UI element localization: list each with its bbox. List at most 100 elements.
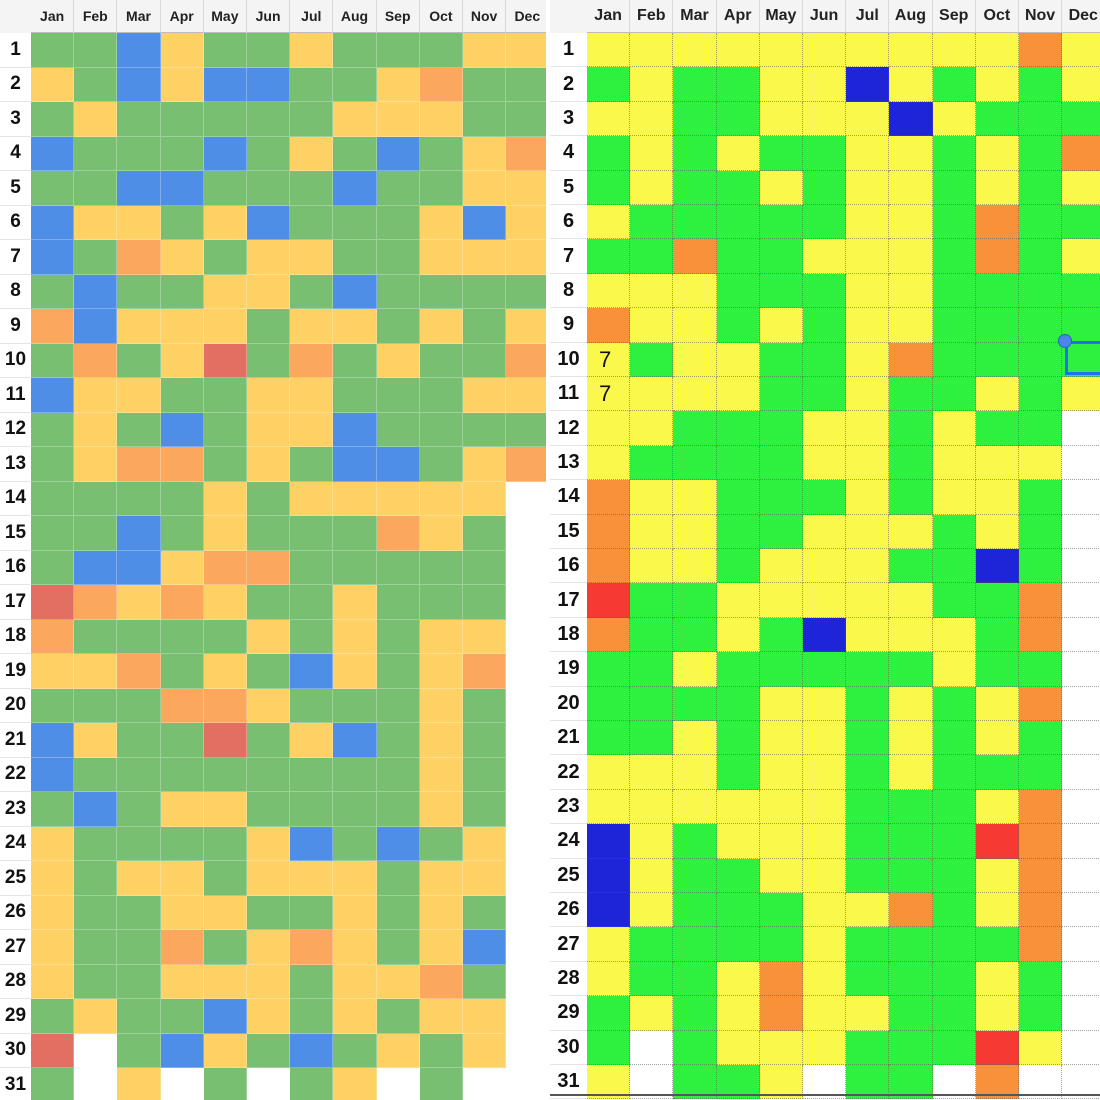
day-cell[interactable] — [630, 824, 674, 859]
day-cell[interactable] — [932, 480, 976, 515]
day-cell[interactable] — [630, 136, 674, 171]
day-cell[interactable] — [932, 824, 976, 859]
day-cell[interactable] — [117, 930, 161, 965]
day-cell[interactable] — [630, 205, 674, 240]
day-cell[interactable] — [673, 377, 717, 412]
day-cell[interactable] — [290, 964, 334, 999]
day-cell[interactable] — [803, 445, 847, 481]
day-cell[interactable] — [932, 101, 976, 137]
day-cell[interactable] — [759, 445, 803, 481]
day-cell[interactable] — [716, 170, 760, 205]
day-cell[interactable] — [587, 583, 631, 618]
day-cell[interactable] — [333, 412, 377, 447]
day-cell[interactable] — [1062, 1065, 1100, 1100]
row-label-14[interactable]: 14 — [0, 481, 31, 516]
column-header-jan[interactable]: Jan — [587, 0, 631, 33]
day-cell[interactable] — [846, 308, 890, 343]
day-cell[interactable] — [247, 481, 291, 516]
day-cell[interactable] — [673, 342, 717, 377]
day-cell[interactable] — [419, 240, 463, 275]
day-cell[interactable] — [889, 445, 933, 481]
day-cell[interactable] — [587, 721, 631, 756]
day-cell[interactable] — [247, 516, 291, 551]
day-cell[interactable] — [203, 378, 247, 413]
day-cell[interactable] — [247, 654, 291, 689]
day-cell[interactable] — [290, 619, 334, 654]
day-cell[interactable] — [889, 101, 933, 137]
day-cell[interactable] — [333, 585, 377, 620]
day-cell[interactable] — [803, 1030, 847, 1065]
row-label-10[interactable]: 10 — [550, 342, 587, 377]
day-cell[interactable] — [803, 342, 847, 377]
day-cell[interactable] — [975, 480, 1019, 515]
day-cell[interactable] — [247, 378, 291, 413]
day-cell[interactable] — [74, 481, 118, 516]
day-cell[interactable] — [506, 826, 546, 861]
row-label-21[interactable]: 21 — [0, 723, 31, 758]
row-label-27[interactable]: 27 — [0, 930, 31, 965]
day-cell[interactable] — [716, 342, 760, 377]
day-cell[interactable] — [376, 516, 420, 551]
day-cell[interactable] — [932, 136, 976, 171]
day-cell[interactable] — [247, 757, 291, 792]
day-cell[interactable] — [1019, 721, 1063, 756]
day-cell[interactable] — [1019, 789, 1063, 825]
column-header-may[interactable]: May — [203, 0, 247, 33]
day-cell[interactable] — [889, 1030, 933, 1065]
day-cell[interactable] — [333, 964, 377, 999]
day-cell[interactable] — [975, 617, 1019, 653]
day-cell[interactable] — [1062, 927, 1100, 962]
day-cell[interactable] — [463, 654, 507, 689]
day-cell[interactable] — [203, 205, 247, 240]
day-cell[interactable] — [587, 549, 631, 584]
day-cell[interactable] — [975, 755, 1019, 790]
day-cell[interactable] — [74, 171, 118, 206]
row-label-16[interactable]: 16 — [0, 550, 31, 585]
day-cell[interactable] — [506, 585, 546, 620]
day-cell[interactable] — [376, 619, 420, 654]
day-cell[interactable] — [160, 171, 204, 206]
day-cell[interactable] — [1019, 411, 1063, 446]
row-label-24[interactable]: 24 — [0, 826, 31, 861]
day-cell[interactable] — [463, 826, 507, 861]
day-cell[interactable] — [630, 583, 674, 618]
day-cell[interactable] — [160, 240, 204, 275]
day-cell[interactable] — [31, 861, 75, 896]
row-label-6[interactable]: 6 — [550, 205, 587, 240]
day-cell[interactable] — [673, 652, 717, 687]
day-cell[interactable] — [932, 514, 976, 549]
day-cell[interactable] — [463, 585, 507, 620]
row-label-27[interactable]: 27 — [550, 927, 587, 962]
day-cell[interactable] — [203, 723, 247, 758]
day-cell[interactable] — [376, 585, 420, 620]
day-cell[interactable] — [846, 755, 890, 790]
day-cell[interactable] — [31, 999, 75, 1034]
day-cell[interactable] — [889, 686, 933, 721]
day-cell[interactable] — [247, 1033, 291, 1068]
row-label-12[interactable]: 12 — [550, 411, 587, 446]
day-cell[interactable] — [587, 858, 631, 893]
day-cell[interactable] — [74, 999, 118, 1034]
day-cell[interactable] — [74, 585, 118, 620]
day-cell[interactable] — [31, 240, 75, 275]
day-cell[interactable] — [1062, 755, 1100, 790]
day-cell[interactable] — [247, 1068, 291, 1100]
day-cell[interactable] — [846, 617, 890, 653]
day-cell[interactable] — [630, 858, 674, 893]
row-label-4[interactable]: 4 — [550, 136, 587, 171]
day-cell[interactable] — [716, 617, 760, 653]
day-cell[interactable] — [203, 792, 247, 827]
day-cell[interactable] — [160, 757, 204, 792]
selection-handle[interactable] — [1058, 334, 1072, 348]
day-cell[interactable] — [506, 378, 546, 413]
day-cell[interactable] — [506, 1068, 546, 1100]
day-cell[interactable] — [673, 514, 717, 549]
day-cell[interactable] — [759, 514, 803, 549]
day-cell[interactable] — [506, 205, 546, 240]
day-cell[interactable] — [160, 205, 204, 240]
row-label-5[interactable]: 5 — [550, 170, 587, 205]
day-cell[interactable] — [803, 652, 847, 687]
day-cell[interactable] — [506, 447, 546, 482]
day-cell[interactable] — [376, 447, 420, 482]
day-cell[interactable] — [31, 1068, 75, 1100]
